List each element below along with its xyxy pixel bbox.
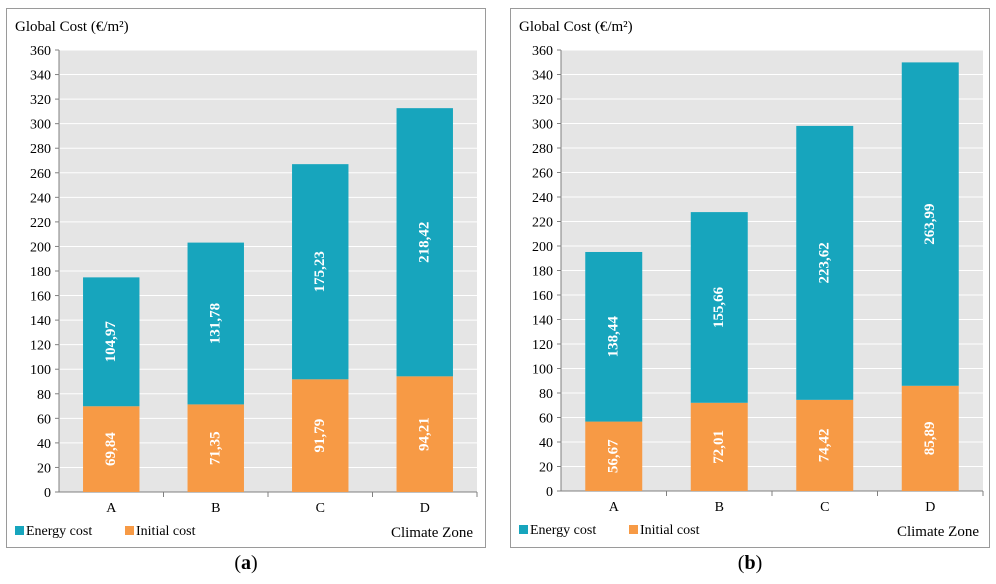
chart-a-x-tick-label: C xyxy=(316,501,325,516)
chart-a-y-tick-label: 160 xyxy=(30,290,51,305)
panel-label-b: (b) xyxy=(737,552,763,574)
chart-b-x-tick-label: A xyxy=(609,500,620,515)
chart-a-y-tick-label: 60 xyxy=(37,412,51,427)
chart-a-y-tick-label: 120 xyxy=(30,339,51,354)
chart-b-y-tick-label: 340 xyxy=(532,69,553,84)
chart-b-y-tick-label: 80 xyxy=(539,387,553,402)
chart-a-y-tick-label: 280 xyxy=(30,142,51,157)
chart-a-y-tick-label: 20 xyxy=(37,461,51,476)
chart-a-x-tick-label: A xyxy=(106,501,117,516)
chart-b-bar-initial-B xyxy=(690,402,748,491)
chart-b-y-tick-label: 360 xyxy=(532,44,553,59)
chart-a-legend-label-initial: Initial cost xyxy=(136,524,196,539)
chart-b-y-tick-label: 60 xyxy=(539,412,553,427)
chart-a-y-tick-label: 40 xyxy=(37,437,51,452)
chart-b-bar-energy-D xyxy=(901,62,959,386)
chart-a-y-tick-label: 140 xyxy=(30,314,51,329)
chart-a-data-label-energy-C: 175,23 xyxy=(312,251,328,292)
chart-b-data-label-energy-D: 263,99 xyxy=(922,203,938,244)
chart-b-x-axis-title: Climate Zone xyxy=(897,524,979,540)
chart-a-legend-label-energy: Energy cost xyxy=(26,524,92,539)
chart-b-y-tick-label: 280 xyxy=(532,142,553,157)
chart-b-legend-swatch-initial xyxy=(629,525,638,534)
chart-a-bar-energy-D xyxy=(396,108,453,377)
panel-label-a: (a) xyxy=(234,552,258,574)
chart-a-y-tick-label: 100 xyxy=(30,363,51,378)
chart-b-y-tick-label: 260 xyxy=(532,167,553,182)
chart-a-y-tick-label: 360 xyxy=(30,44,51,59)
chart-b-data-label-energy-A: 138,44 xyxy=(606,316,622,358)
chart-b-x-tick-label: B xyxy=(715,500,724,515)
chart-b-y-tick-label: 240 xyxy=(532,191,553,206)
chart-b-y-tick-label: 100 xyxy=(532,363,553,378)
chart-a-x-axis-title: Climate Zone xyxy=(391,525,473,541)
chart-a-bar-energy-B xyxy=(187,242,244,405)
chart-b-y-tick-label: 180 xyxy=(532,265,553,280)
chart-panel-a: 0 20 40 60 80 100 120 140 160 180 200 220 240 260 280 3… xyxy=(6,8,486,548)
chart-a-data-label-initial-D: 94,21 xyxy=(417,417,433,451)
chart-a-svg: 0 20 40 60 80 100 120 140 160 180 200 220 240 260 280 3… xyxy=(15,19,478,541)
chart-a-y-tick-label: 340 xyxy=(30,69,51,84)
chart-b-y-axis-title: Global Cost (€/m²) xyxy=(519,19,633,35)
chart-a-data-label-energy-B: 131,78 xyxy=(208,303,224,344)
chart-a-bar-initial-D xyxy=(396,376,453,492)
chart-a-bar-energy-C xyxy=(292,164,349,380)
chart-a-legend-swatch-initial xyxy=(125,526,134,535)
chart-b-data-label-energy-C: 223,62 xyxy=(817,242,833,283)
chart-b-y-tick-label: 0 xyxy=(546,485,553,500)
chart-a-y-tick-label: 220 xyxy=(30,216,51,231)
chart-a-y-tick-label: 180 xyxy=(30,265,51,280)
chart-b-legend-label-initial: Initial cost xyxy=(640,523,700,538)
chart-b-y-tick-label: 160 xyxy=(532,289,553,304)
chart-b-y-tick-label: 140 xyxy=(532,314,553,329)
chart-a-bar-initial-A xyxy=(83,406,140,492)
chart-b-y-tick-label: 300 xyxy=(532,118,553,133)
chart-b-y-tick-label: 320 xyxy=(532,93,553,108)
chart-a-data-label-initial-A: 69,84 xyxy=(103,432,119,466)
chart-b-y-tick-label: 120 xyxy=(532,338,553,353)
chart-a-y-tick-label: 240 xyxy=(30,191,51,206)
chart-b-bar-initial-D xyxy=(901,385,959,491)
chart-b-data-label-initial-D: 85,89 xyxy=(922,422,938,456)
chart-b-y-tick-label: 40 xyxy=(539,436,553,451)
chart-a-data-label-initial-B: 71,35 xyxy=(208,431,224,465)
chart-b-data-label-energy-B: 155,66 xyxy=(711,286,727,328)
chart-a-y-tick-label: 80 xyxy=(37,388,51,403)
chart-b-x-tick-label: D xyxy=(925,500,935,515)
chart-panel-b: 0 20 40 60 80 100 120 140 160 180 200 220 240 260 280 3… xyxy=(510,8,990,548)
chart-a-data-label-initial-C: 91,79 xyxy=(312,419,328,453)
chart-b-y-tick-label: 220 xyxy=(532,216,553,231)
chart-b-bar-energy-C xyxy=(796,125,854,400)
chart-a-bar-energy-A xyxy=(83,277,140,407)
chart-a-x-tick-label: D xyxy=(420,501,430,516)
chart-a-y-tick-label: 0 xyxy=(44,486,51,501)
chart-b-y-tick-label: 20 xyxy=(539,461,553,476)
chart-b-x-tick-label: C xyxy=(820,500,829,515)
chart-a-x-tick-label: B xyxy=(211,501,220,516)
chart-b-bar-initial-C xyxy=(796,399,854,491)
chart-b-svg: 0 20 40 60 80 100 120 140 160 180 200 220 240 260 280 3… xyxy=(519,19,984,540)
chart-b-bar-energy-A xyxy=(585,251,643,422)
chart-b-bar-initial-A xyxy=(585,421,643,491)
chart-b-legend-swatch-energy xyxy=(519,525,528,534)
chart-b-data-label-initial-C: 74,42 xyxy=(817,429,833,463)
chart-a-y-axis-title: Global Cost (€/m²) xyxy=(15,19,129,35)
chart-a-bar-initial-C xyxy=(292,379,349,492)
chart-a-legend-swatch-energy xyxy=(15,526,24,535)
chart-a-bar-initial-B xyxy=(187,404,244,492)
chart-a-data-label-energy-A: 104,97 xyxy=(103,321,119,363)
chart-a-y-tick-label: 300 xyxy=(30,118,51,133)
chart-a-y-tick-label: 320 xyxy=(30,93,51,108)
chart-a-y-tick-label: 200 xyxy=(30,240,51,255)
chart-a-data-label-energy-D: 218,42 xyxy=(417,222,433,263)
chart-b-legend-label-energy: Energy cost xyxy=(530,523,596,538)
chart-a-y-tick-label: 260 xyxy=(30,167,51,182)
chart-b-y-tick-label: 200 xyxy=(532,240,553,255)
chart-b-data-label-initial-B: 72,01 xyxy=(711,430,727,464)
chart-b-bar-energy-B xyxy=(690,212,748,403)
chart-b-data-label-initial-A: 56,67 xyxy=(606,439,622,473)
